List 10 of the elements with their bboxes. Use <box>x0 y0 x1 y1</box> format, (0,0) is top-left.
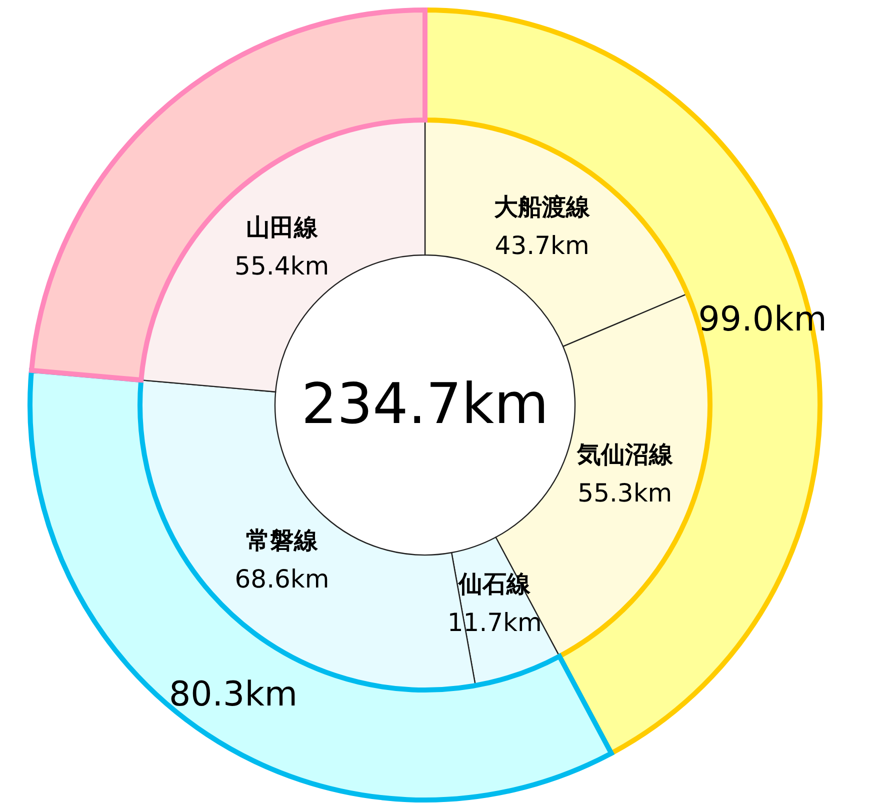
slice-label: 気仙沼線 <box>576 440 674 469</box>
data-label: 55.3km <box>578 478 672 508</box>
slice-label: 大船渡線 <box>494 193 592 222</box>
text: 234.7km <box>301 372 549 437</box>
slice-label: 山田線 <box>246 214 319 242</box>
data-label: 43.7km <box>494 231 590 260</box>
data-label: 55.4km <box>234 252 330 281</box>
data-label: 68.6km <box>234 564 330 594</box>
data-label: 80.3km <box>168 674 298 714</box>
slice-label: 常磐線 <box>246 526 320 555</box>
